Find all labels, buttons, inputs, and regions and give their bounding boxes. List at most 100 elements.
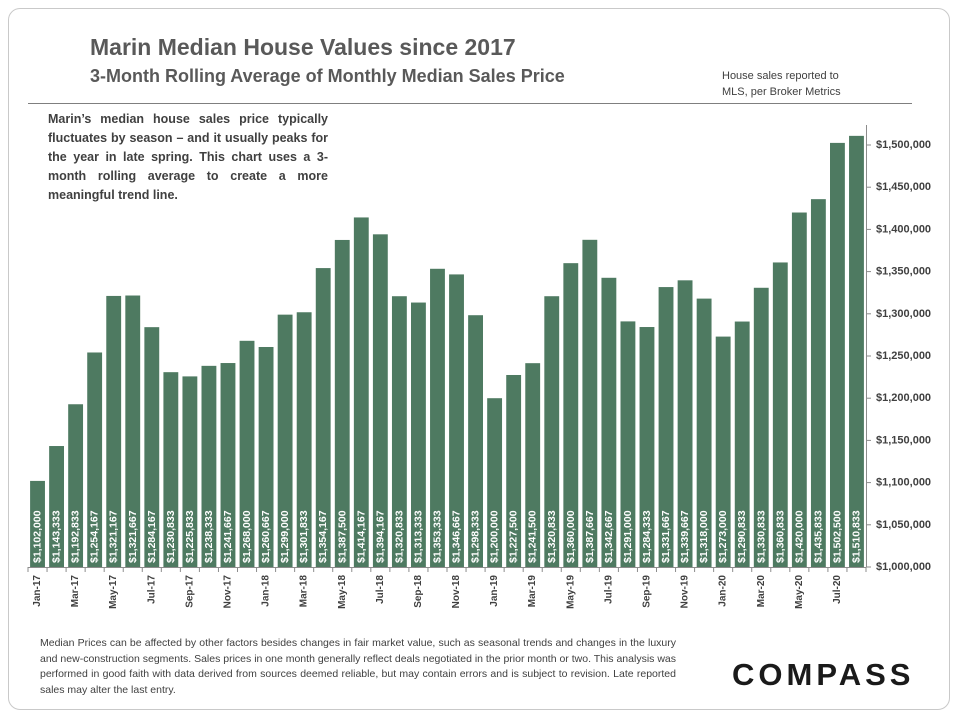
bar xyxy=(753,287,769,567)
bar xyxy=(468,315,483,567)
x-tick-label: Sep-19 xyxy=(641,575,652,608)
bar xyxy=(334,239,350,567)
bar xyxy=(677,280,693,567)
bar-value-label: $1,354,167 xyxy=(317,510,329,563)
bar xyxy=(734,321,750,567)
x-tick-label: Jan-18 xyxy=(261,575,272,607)
footnote: Median Prices can be affected by other f… xyxy=(40,637,676,696)
bar-value-label: $1,260,667 xyxy=(260,510,272,563)
bar-value-label: $1,227,500 xyxy=(508,510,520,563)
bar-value-label: $1,360,000 xyxy=(565,510,577,563)
x-tick-label: Jan-20 xyxy=(718,575,729,607)
bar-value-label: $1,241,667 xyxy=(222,510,234,563)
bar xyxy=(849,135,864,568)
bar xyxy=(506,374,522,567)
bar xyxy=(391,296,407,567)
bar-value-label: $1,330,833 xyxy=(755,510,767,563)
bar-value-label: $1,387,500 xyxy=(336,510,348,563)
bar-value-label: $1,102,000 xyxy=(32,510,44,563)
y-tick-label: $1,150,000 xyxy=(876,434,931,446)
bar xyxy=(201,365,217,567)
bar xyxy=(258,346,274,567)
bar-value-label: $1,254,167 xyxy=(89,510,101,563)
bar xyxy=(430,268,445,567)
y-tick-label: $1,350,000 xyxy=(876,266,931,278)
bar xyxy=(525,363,541,567)
bar-value-label: $1,420,000 xyxy=(793,510,805,563)
x-tick-label: May-18 xyxy=(337,575,348,609)
bar xyxy=(772,262,788,567)
bar xyxy=(353,217,369,567)
bar-value-label: $1,321,667 xyxy=(127,510,139,563)
bar xyxy=(639,327,655,567)
bar-value-label: $1,273,000 xyxy=(717,510,729,563)
bar-value-label: $1,143,333 xyxy=(51,510,63,563)
annotation-text: Marin’s median house sales price typical… xyxy=(48,112,328,202)
bar xyxy=(144,327,160,567)
bar xyxy=(125,295,141,567)
chart-subtitle: 3-Month Rolling Average of Monthly Media… xyxy=(90,66,565,86)
bar xyxy=(696,298,712,567)
y-tick-label: $1,450,000 xyxy=(876,181,931,193)
annotation-box: Marin’s median house sales price typical… xyxy=(38,108,338,212)
x-tick-label: May-19 xyxy=(565,575,576,609)
bar xyxy=(582,239,598,567)
x-tick-label: Mar-20 xyxy=(756,575,767,608)
x-tick-label: Jul-19 xyxy=(603,575,614,604)
bar xyxy=(544,296,560,567)
bar xyxy=(87,352,103,567)
bar xyxy=(30,480,45,567)
bar-value-label: $1,339,667 xyxy=(679,510,691,563)
bar-value-label: $1,313,333 xyxy=(412,510,424,563)
bar xyxy=(830,142,845,567)
bar xyxy=(106,295,122,567)
x-tick-label: Nov-19 xyxy=(680,575,691,609)
header-divider xyxy=(28,103,912,104)
bar-value-label: $1,342,667 xyxy=(603,510,615,563)
y-tick-label: $1,200,000 xyxy=(876,392,931,404)
bar-value-label: $1,238,333 xyxy=(203,510,215,563)
source-line-2: MLS, per Broker Metrics xyxy=(722,86,841,98)
y-tick-label: $1,300,000 xyxy=(876,308,931,320)
y-tick-label: $1,000,000 xyxy=(876,561,931,573)
x-tick-label: May-20 xyxy=(794,575,805,609)
x-tick-label: Nov-18 xyxy=(451,575,462,609)
bar xyxy=(411,302,426,567)
y-tick-label: $1,050,000 xyxy=(876,519,931,531)
x-tick-label: Sep-18 xyxy=(413,575,424,608)
bar-value-label: $1,353,333 xyxy=(431,510,443,563)
compass-logo: COMPASS xyxy=(732,657,915,692)
bar-value-label: $1,502,500 xyxy=(831,510,843,563)
y-tick-label: $1,100,000 xyxy=(876,477,931,489)
bar xyxy=(449,274,464,567)
bar-value-label: $1,301,833 xyxy=(298,510,310,563)
bar-value-label: $1,299,000 xyxy=(279,510,291,563)
bar-value-label: $1,290,833 xyxy=(736,510,748,563)
bar-value-label: $1,320,833 xyxy=(546,510,558,563)
bar-value-label: $1,230,833 xyxy=(165,510,177,563)
chart-title: Marin Median House Values since 2017 xyxy=(90,34,516,60)
x-tick-label: Mar-19 xyxy=(527,575,538,608)
x-tick-label: Mar-18 xyxy=(299,575,310,608)
bar xyxy=(601,277,617,567)
x-tick-label: Mar-17 xyxy=(70,575,81,608)
bar xyxy=(239,340,255,567)
y-tick-label: $1,500,000 xyxy=(876,139,931,151)
bar xyxy=(563,263,579,567)
x-tick-label: May-17 xyxy=(108,575,119,609)
bar xyxy=(372,234,388,567)
bar-value-label: $1,318,000 xyxy=(698,510,710,563)
bar xyxy=(620,321,636,567)
bar-value-label: $1,394,167 xyxy=(374,510,386,563)
source-note: House sales reported to MLS, per Broker … xyxy=(722,68,862,100)
y-tick-label: $1,250,000 xyxy=(876,350,931,362)
bar xyxy=(810,199,826,567)
bar-value-label: $1,414,167 xyxy=(355,510,367,563)
bar xyxy=(715,336,731,567)
bar-value-label: $1,321,167 xyxy=(108,510,120,563)
bar xyxy=(68,404,84,567)
bar xyxy=(49,446,64,567)
bar xyxy=(791,212,807,567)
x-tick-label: Jul-17 xyxy=(146,575,157,604)
